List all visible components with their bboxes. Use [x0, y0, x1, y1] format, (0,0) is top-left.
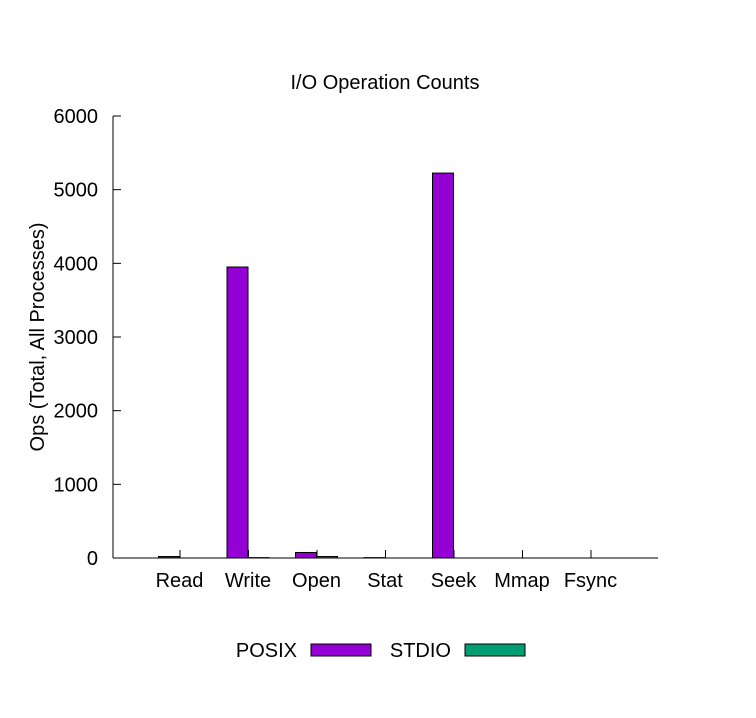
- y-tick-label: 3000: [54, 327, 99, 349]
- y-tick-label: 0: [87, 548, 98, 570]
- chart-title: I/O Operation Counts: [291, 72, 480, 94]
- x-tick-label: Stat: [367, 570, 403, 592]
- bar-posix-read: [158, 556, 180, 559]
- x-tick-label: Read: [156, 570, 204, 592]
- legend-swatch-stdio: [464, 643, 526, 657]
- bar-stdio-open: [316, 556, 338, 559]
- bar-posix-write: [226, 266, 249, 559]
- plot-area: 0 1000 2000 3000 4000 5000 6000 Read Write Open St…: [54, 106, 658, 592]
- x-tick-label: Open: [292, 570, 341, 592]
- bar-posix-seek: [432, 172, 454, 559]
- y-tick-label: 4000: [54, 253, 99, 275]
- legend-label-stdio: STDIO: [390, 640, 451, 662]
- x-tick-label: Mmap: [494, 570, 550, 592]
- y-axis-title: Ops (Total, All Processes): [27, 223, 49, 452]
- bar-posix-open: [295, 551, 317, 559]
- y-tick-label: 2000: [54, 401, 99, 423]
- y-tick-label: 1000: [54, 474, 99, 496]
- legend: POSIX STDIO: [236, 640, 526, 662]
- legend-swatch-posix: [310, 643, 372, 657]
- y-tick-label: 5000: [54, 180, 99, 202]
- x-tick-label: Fsync: [564, 570, 617, 592]
- x-tick-label: Write: [225, 570, 271, 592]
- x-tick-label: Seek: [431, 570, 478, 592]
- legend-label-posix: POSIX: [236, 640, 297, 662]
- y-tick-label: 6000: [54, 106, 99, 128]
